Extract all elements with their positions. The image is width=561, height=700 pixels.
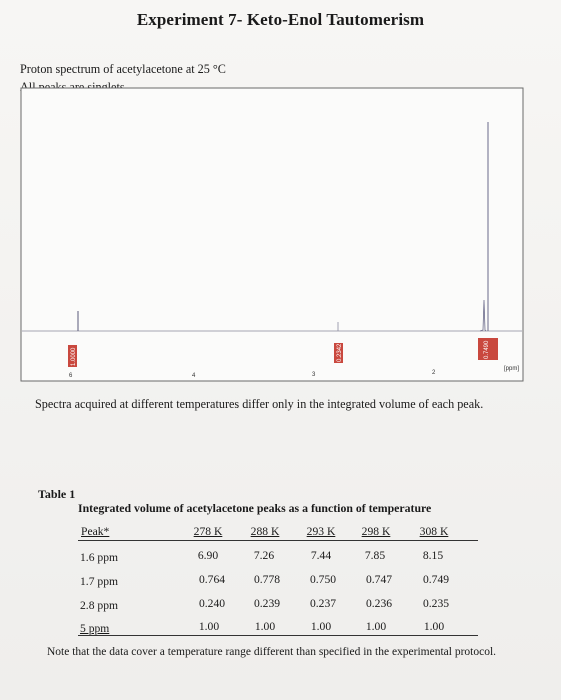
table-cell: 7.85 [364, 549, 386, 562]
table-header-cell: 288 K [250, 525, 280, 538]
table-header-cell: 308 K [419, 525, 449, 538]
nmr-spectrum: 1.0000 0.2342 0.7490 6 4 3 2 [ppm] [20, 87, 524, 382]
table-caption: Integrated volume of acetylacetone peaks… [78, 501, 432, 515]
footnote: Note that the data cover a temperature r… [47, 646, 497, 658]
document-title: Experiment 7- Keto-Enol Tautomerism [136, 10, 425, 29]
spectra-note: Spectra acquired at different temperatur… [35, 397, 484, 411]
table-cell: 1.00 [254, 620, 276, 633]
table-header-cell: 278 K [193, 525, 223, 538]
table-cell: 7.44 [310, 549, 332, 562]
axis-unit-label: [ppm] [504, 366, 519, 372]
table-cell: 6.90 [197, 549, 219, 562]
table-cell: 1.00 [365, 620, 387, 633]
table-cell: 1.00 [423, 620, 445, 633]
intro-line-1: Proton spectrum of acetylacetone at 25 °… [20, 62, 226, 76]
table-cell: 0.764 [198, 573, 226, 586]
table-cell: 0.749 [422, 573, 450, 586]
axis-tick-label: 4 [192, 373, 196, 379]
integral-box [334, 343, 343, 363]
table-rule [78, 540, 478, 541]
table-rule [78, 635, 478, 636]
table-header-cell: 298 K [361, 525, 391, 538]
table-cell: 0.235 [422, 597, 450, 610]
table-cell: 1.00 [198, 620, 220, 633]
table-cell: 0.240 [198, 597, 226, 610]
table-header-cell: 293 K [306, 525, 336, 538]
table-cell: 0.237 [309, 597, 337, 610]
integral-box [478, 338, 498, 360]
integral-label: 0.7490 [484, 340, 490, 359]
table-label: Table 1 [38, 487, 76, 501]
table-row-label: 2.8 ppm [80, 599, 119, 612]
table-header-cell: Peak* [81, 525, 110, 538]
table-cell: 0.239 [253, 597, 281, 610]
table-cell: 8.15 [422, 549, 444, 562]
table-cell: 0.750 [309, 573, 337, 586]
axis-tick-label: 3 [312, 372, 316, 378]
axis-tick-label: 6 [69, 373, 73, 379]
table-row-label: 5 ppm [80, 622, 110, 635]
table-row-label: 1.6 ppm [80, 551, 119, 564]
table-cell: 0.778 [253, 573, 281, 586]
spectrum-frame [20, 87, 524, 382]
table-cell: 7.26 [253, 549, 275, 562]
integral-label: 0.2342 [337, 343, 343, 362]
table-cell: 1.00 [310, 620, 332, 633]
table-cell: 0.747 [365, 573, 393, 586]
table-cell: 0.236 [365, 597, 393, 610]
peak-1-7ppm [479, 299, 487, 332]
integral-label: 1.0000 [71, 347, 77, 366]
table-row-label: 1.7 ppm [80, 575, 119, 588]
axis-tick-label: 2 [432, 370, 436, 376]
integral-box [68, 345, 77, 367]
